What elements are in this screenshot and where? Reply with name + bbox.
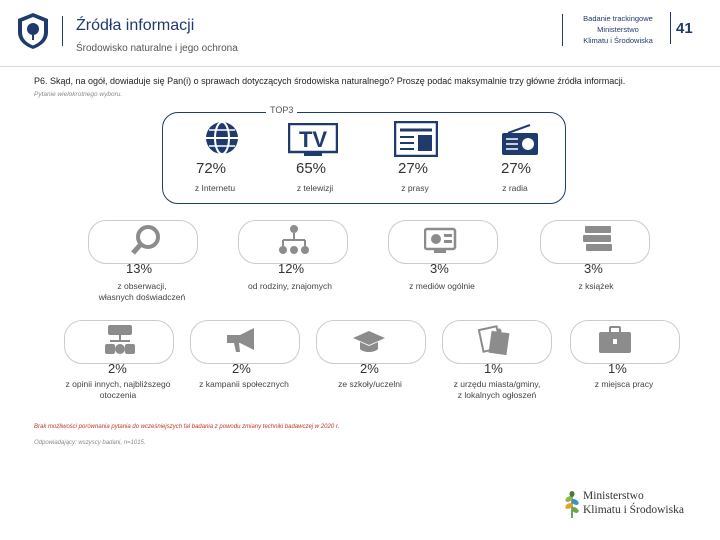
people-network-icon xyxy=(278,224,310,256)
media-oval xyxy=(388,220,498,264)
magnifier-icon xyxy=(130,224,162,256)
books-icon xyxy=(582,224,614,254)
press-label: z prasy xyxy=(401,183,429,193)
family-pct: 12% xyxy=(278,261,305,276)
school-pct: 2% xyxy=(360,361,379,376)
radio-pct: 27% xyxy=(501,160,532,177)
question-note: Pytanie wielokrotnego wyboru. xyxy=(34,91,123,98)
media-icon xyxy=(424,226,458,254)
campaign-label: z kampanii społecznych xyxy=(199,379,289,389)
page-number: 41 xyxy=(676,20,693,37)
books-pct: 3% xyxy=(584,261,603,276)
office-oval xyxy=(442,320,552,364)
notice-icon xyxy=(478,324,510,358)
internet-pct: 72% xyxy=(196,160,227,177)
ministry-name: Ministerstwo Klimatu i Środowiska xyxy=(583,490,684,516)
page-number-divider xyxy=(670,12,671,44)
header-rule xyxy=(0,66,720,67)
family-label: od rodziny, znajomych xyxy=(248,281,332,291)
radio-label: z radia xyxy=(502,183,528,193)
globe-icon xyxy=(204,120,240,156)
school-oval xyxy=(316,320,426,364)
tv-label: z telewizji xyxy=(296,183,334,193)
radio-icon xyxy=(500,124,540,156)
question-text: P6. Skąd, na ogół, dowiaduje się Pan(i) … xyxy=(34,76,626,86)
press-pct: 27% xyxy=(398,160,429,177)
network-icon xyxy=(104,324,136,356)
office-pct: 1% xyxy=(484,361,503,376)
svg-text:TV: TV xyxy=(299,127,327,152)
top3-label: TOP3 xyxy=(266,105,298,115)
base-note: Odpowiadający: wszyscy badani, n=1015. xyxy=(34,440,146,446)
observation-label: z obserwacji, własnych doświadczeń xyxy=(98,281,186,302)
media-label: z mediów ogólnie xyxy=(409,281,475,291)
briefcase-icon xyxy=(598,326,632,354)
header-divider-right xyxy=(562,14,563,46)
others-pct: 2% xyxy=(108,361,127,376)
internet-label: z Internetu xyxy=(194,183,236,193)
work-pct: 1% xyxy=(608,361,627,376)
books-oval xyxy=(540,220,650,264)
study-name: Badanie trackingowe Ministerstwo Klimatu… xyxy=(583,14,653,45)
page-title: Źródła informacji xyxy=(76,17,195,34)
methodology-footnote: Brak możliwości porównania pytania do wc… xyxy=(34,424,340,430)
tv-icon: TV xyxy=(288,123,338,157)
shield-logo-icon xyxy=(16,12,50,50)
work-label: z miejsca pracy xyxy=(594,379,654,389)
school-label: ze szkoły/uczelni xyxy=(338,379,402,389)
tv-pct: 65% xyxy=(296,160,327,177)
campaign-pct: 2% xyxy=(232,361,251,376)
megaphone-icon xyxy=(226,326,260,354)
office-label: z urzędu miasta/gminy, z lokalnych ogłos… xyxy=(453,379,541,400)
books-label: z książek xyxy=(578,281,614,291)
ministry-emblem-icon xyxy=(563,490,581,525)
work-oval xyxy=(570,320,680,364)
newspaper-icon xyxy=(394,121,438,157)
page-subtitle: Środowisko naturalne i jego ochrona xyxy=(76,43,238,54)
campaign-oval xyxy=(190,320,300,364)
observation-oval xyxy=(88,220,198,264)
graduation-cap-icon xyxy=(352,330,386,354)
media-pct: 3% xyxy=(430,261,449,276)
others-oval xyxy=(64,320,174,364)
others-label: z opinii innych, najbliższego otoczenia xyxy=(65,379,171,400)
header-divider xyxy=(62,16,63,46)
family-oval xyxy=(238,220,348,264)
observation-pct: 13% xyxy=(126,261,153,276)
top3-box xyxy=(162,112,566,204)
